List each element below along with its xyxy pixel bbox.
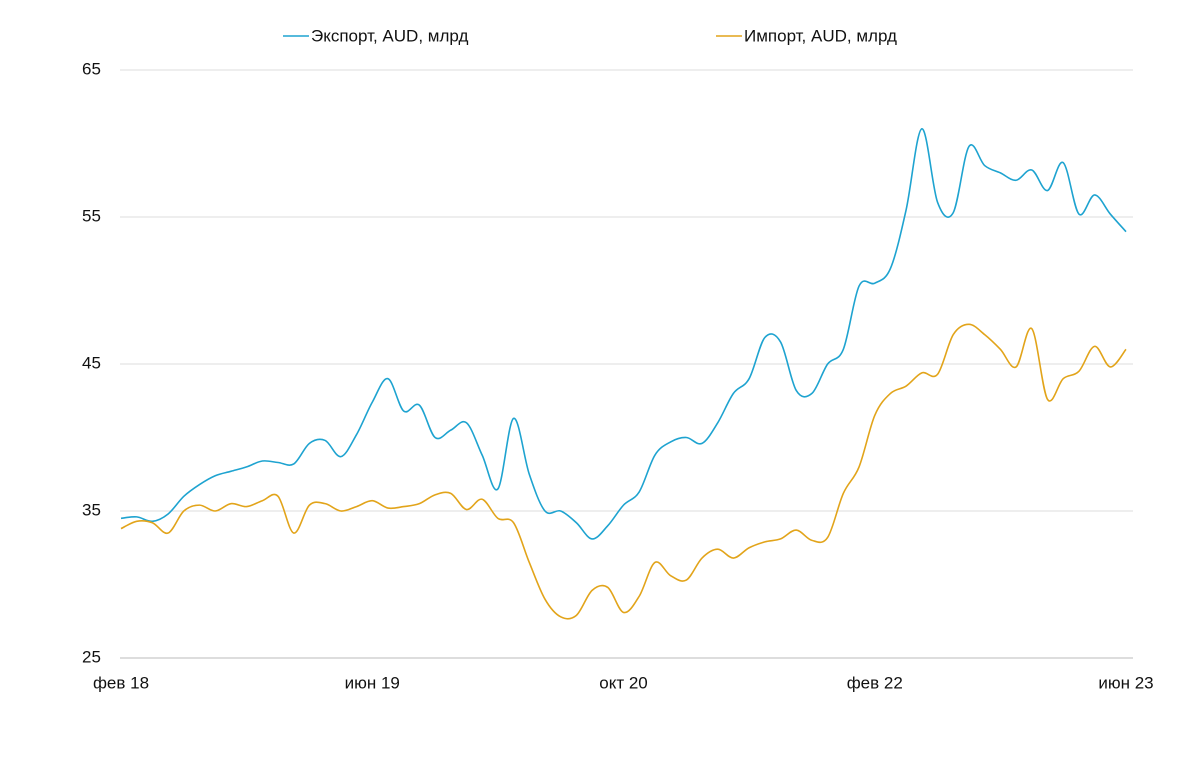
y-tick-label: 35 <box>82 500 101 519</box>
legend-label: Импорт, AUD, млрд <box>744 26 897 45</box>
series-line <box>120 127 1127 540</box>
x-tick-label: фев 22 <box>847 673 903 692</box>
y-tick-label: 65 <box>82 59 101 78</box>
x-tick-label: июн 23 <box>1098 673 1153 692</box>
x-tick-label: июн 19 <box>345 673 400 692</box>
series-line <box>120 323 1127 620</box>
x-tick-label: фев 18 <box>93 673 149 692</box>
x-tick-label: окт 20 <box>599 673 648 692</box>
y-tick-label: 25 <box>82 647 101 666</box>
y-tick-label: 45 <box>82 353 101 372</box>
y-tick-label: 55 <box>82 206 101 225</box>
legend-label: Экспорт, AUD, млрд <box>311 26 468 45</box>
